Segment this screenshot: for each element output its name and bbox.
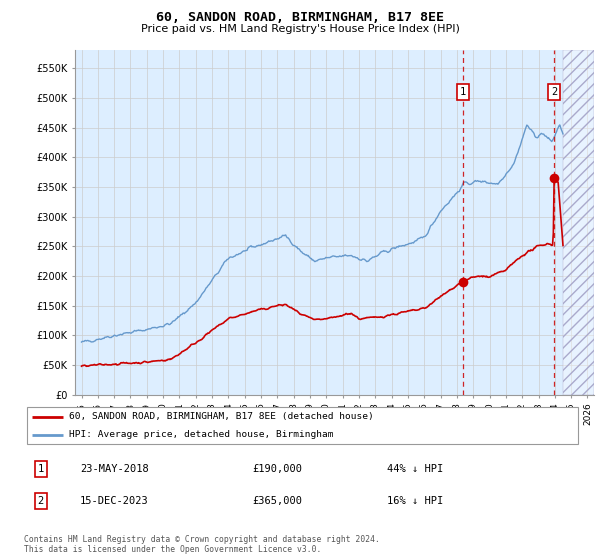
Text: 60, SANDON ROAD, BIRMINGHAM, B17 8EE (detached house): 60, SANDON ROAD, BIRMINGHAM, B17 8EE (de…	[68, 412, 373, 421]
Text: 16% ↓ HPI: 16% ↓ HPI	[387, 496, 443, 506]
Text: 60, SANDON ROAD, BIRMINGHAM, B17 8EE: 60, SANDON ROAD, BIRMINGHAM, B17 8EE	[156, 11, 444, 24]
Text: 15-DEC-2023: 15-DEC-2023	[80, 496, 149, 506]
Text: 2: 2	[38, 496, 44, 506]
Text: Price paid vs. HM Land Registry's House Price Index (HPI): Price paid vs. HM Land Registry's House …	[140, 24, 460, 34]
Text: £365,000: £365,000	[253, 496, 303, 506]
Text: Contains HM Land Registry data © Crown copyright and database right 2024.
This d: Contains HM Land Registry data © Crown c…	[24, 535, 380, 554]
Text: 2: 2	[551, 87, 557, 97]
Text: 23-MAY-2018: 23-MAY-2018	[80, 464, 149, 474]
Text: 1: 1	[38, 464, 44, 474]
Text: 1: 1	[460, 87, 466, 97]
Text: 44% ↓ HPI: 44% ↓ HPI	[387, 464, 443, 474]
FancyBboxPatch shape	[27, 407, 578, 444]
Text: HPI: Average price, detached house, Birmingham: HPI: Average price, detached house, Birm…	[68, 430, 333, 439]
Text: £190,000: £190,000	[253, 464, 303, 474]
Bar	[563, 50, 594, 395]
Bar	[563, 50, 594, 395]
